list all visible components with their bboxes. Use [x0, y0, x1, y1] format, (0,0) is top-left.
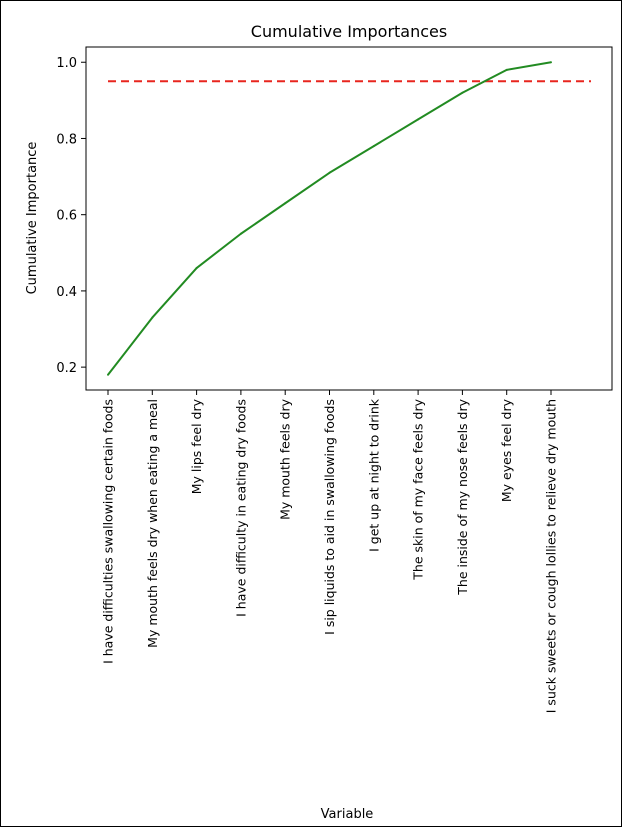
data-point	[151, 316, 154, 319]
x-tick-label: My lips feel dry	[189, 398, 204, 494]
data-points	[107, 61, 552, 376]
y-tick-label: 1.0	[56, 56, 77, 71]
data-point	[239, 232, 242, 235]
data-point	[372, 145, 375, 148]
x-tick-label: The inside of my nose feels dry	[455, 398, 470, 595]
data-point	[417, 118, 420, 121]
y-tick-label: 0.4	[56, 285, 77, 300]
data-point	[550, 61, 552, 64]
chart-title: Cumulative Importances	[251, 22, 447, 41]
data-point	[284, 202, 287, 205]
x-tick-label: My eyes feel dry	[499, 398, 514, 502]
y-tick-label: 0.8	[56, 132, 77, 147]
x-axis-label: Variable	[321, 807, 374, 822]
x-tick-label: The skin of my face feels dry	[411, 398, 426, 580]
x-tick-label: I suck sweets or cough lollies to reliev…	[544, 399, 559, 713]
y-axis: 0.2 0.4 0.6 0.8 1.0	[56, 56, 86, 376]
plot-area	[85, 46, 613, 391]
x-tick-label: I sip liquids to aid in swallowing foods	[322, 399, 337, 635]
data-point	[328, 171, 331, 174]
y-axis-label: Cumulative Importance	[25, 142, 40, 295]
y-tick-label: 0.2	[56, 361, 77, 376]
cumulative-importance-line	[107, 61, 552, 376]
x-tick-label: My mouth feels dry	[278, 398, 293, 520]
y-tick-label: 0.6	[56, 209, 77, 224]
x-tick-label: I have difficulties swallowing certain f…	[101, 399, 116, 664]
x-tick-label: I get up at night to drink	[366, 398, 381, 552]
data-point	[505, 68, 508, 71]
x-axis: I have difficulties swallowing certain f…	[101, 390, 559, 713]
data-point	[195, 267, 198, 270]
x-tick-label: My mouth feels dry when eating a meal	[145, 399, 160, 648]
data-point	[107, 373, 109, 376]
x-tick-label: I have difficulty in eating dry foods	[233, 399, 248, 617]
data-point	[461, 91, 464, 94]
